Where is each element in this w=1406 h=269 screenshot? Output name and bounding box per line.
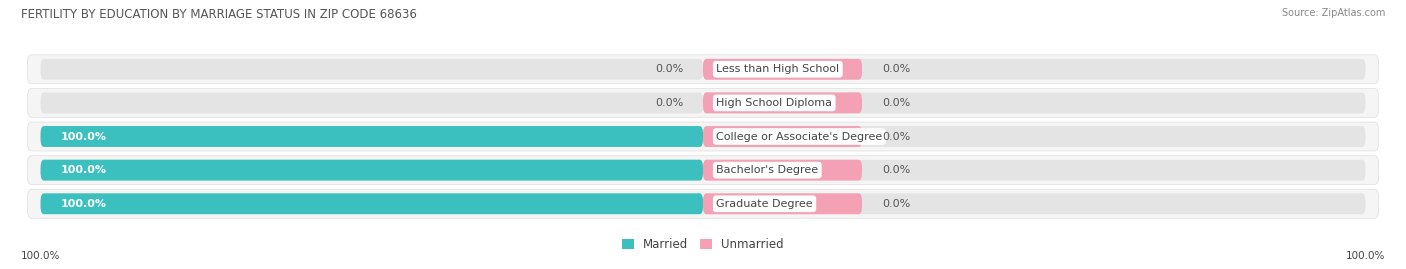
FancyBboxPatch shape (41, 126, 703, 147)
Text: Bachelor's Degree: Bachelor's Degree (716, 165, 818, 175)
Text: 0.0%: 0.0% (882, 98, 910, 108)
Text: 0.0%: 0.0% (655, 98, 683, 108)
FancyBboxPatch shape (703, 193, 1365, 214)
Text: 100.0%: 100.0% (60, 132, 107, 141)
FancyBboxPatch shape (41, 59, 703, 80)
Legend: Married, Unmarried: Married, Unmarried (617, 234, 789, 256)
FancyBboxPatch shape (41, 160, 703, 180)
Text: Graduate Degree: Graduate Degree (716, 199, 813, 209)
Text: 0.0%: 0.0% (882, 64, 910, 74)
FancyBboxPatch shape (27, 122, 1379, 151)
FancyBboxPatch shape (703, 59, 862, 80)
Text: 100.0%: 100.0% (60, 165, 107, 175)
FancyBboxPatch shape (703, 160, 862, 180)
FancyBboxPatch shape (41, 193, 703, 214)
Text: Less than High School: Less than High School (716, 64, 839, 74)
FancyBboxPatch shape (27, 189, 1379, 218)
FancyBboxPatch shape (27, 89, 1379, 117)
Text: Source: ZipAtlas.com: Source: ZipAtlas.com (1281, 8, 1385, 18)
Text: 100.0%: 100.0% (60, 199, 107, 209)
Text: High School Diploma: High School Diploma (716, 98, 832, 108)
FancyBboxPatch shape (41, 126, 703, 147)
FancyBboxPatch shape (41, 160, 703, 180)
Text: 0.0%: 0.0% (655, 64, 683, 74)
FancyBboxPatch shape (703, 193, 862, 214)
FancyBboxPatch shape (703, 93, 862, 113)
FancyBboxPatch shape (703, 126, 1365, 147)
FancyBboxPatch shape (703, 93, 1365, 113)
Text: FERTILITY BY EDUCATION BY MARRIAGE STATUS IN ZIP CODE 68636: FERTILITY BY EDUCATION BY MARRIAGE STATU… (21, 8, 418, 21)
Text: 0.0%: 0.0% (882, 165, 910, 175)
Text: 100.0%: 100.0% (1346, 251, 1385, 261)
FancyBboxPatch shape (703, 160, 1365, 180)
FancyBboxPatch shape (703, 59, 1365, 80)
FancyBboxPatch shape (703, 126, 862, 147)
FancyBboxPatch shape (41, 93, 703, 113)
FancyBboxPatch shape (27, 156, 1379, 185)
FancyBboxPatch shape (41, 193, 703, 214)
Text: College or Associate's Degree: College or Associate's Degree (716, 132, 883, 141)
Text: 0.0%: 0.0% (882, 199, 910, 209)
Text: 0.0%: 0.0% (882, 132, 910, 141)
FancyBboxPatch shape (27, 55, 1379, 84)
Text: 100.0%: 100.0% (21, 251, 60, 261)
